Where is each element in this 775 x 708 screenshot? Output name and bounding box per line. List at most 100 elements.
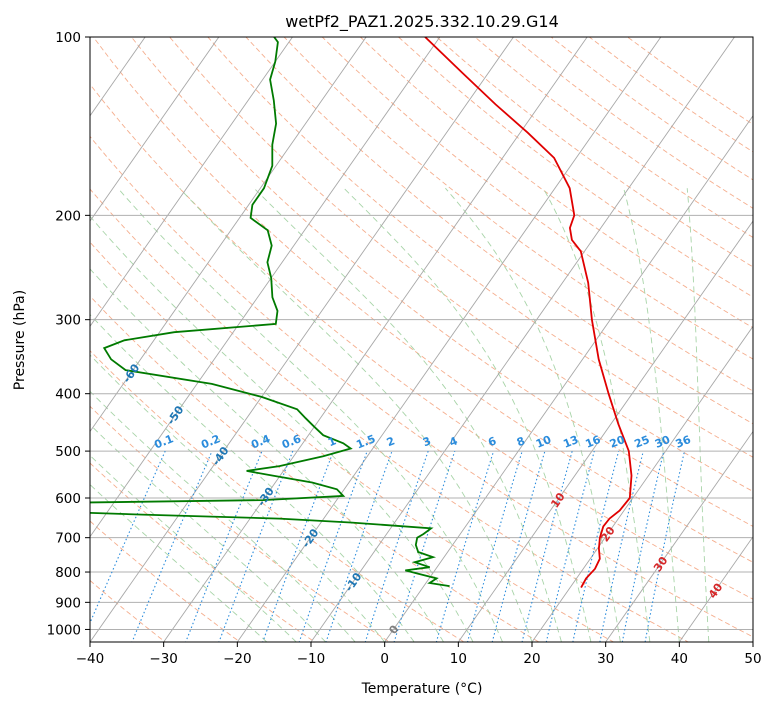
isotherm-label: 30: [651, 554, 671, 574]
dry-adiabat: [207, 37, 753, 458]
y-tick-label: 1000: [47, 622, 81, 638]
dry-adiabat: [283, 37, 753, 392]
y-tick-label: 300: [55, 313, 81, 329]
x-tick-label: −10: [297, 651, 326, 667]
isotherm-label: -20: [299, 526, 321, 550]
temperature-line: [424, 37, 633, 589]
dry-adiabat: [90, 83, 753, 600]
mixing-ratio-line: [435, 450, 495, 642]
isotherm: [384, 115, 753, 642]
isotherm-label: -10: [342, 570, 364, 594]
dry-adiabat: [90, 579, 167, 642]
mixing-ratio-label: 30: [653, 433, 672, 451]
mixing-ratio-label: 6: [486, 434, 498, 449]
mixing-ratio-label: 3: [421, 434, 433, 449]
mixing-ratio-line: [466, 450, 523, 642]
dry-adiabat: [589, 37, 753, 153]
y-axis: 100 200 300 400 500 600 700 800 900 1000: [47, 30, 90, 638]
mixing-ratio-label: 20: [608, 433, 627, 451]
background-lines: [90, 37, 753, 642]
dry-adiabat: [398, 37, 753, 298]
moist-adiabat: [90, 390, 356, 642]
moist-adiabat: [90, 354, 386, 642]
mixing-ratio-line: [298, 450, 368, 642]
dry-adiabat: [90, 241, 615, 642]
mixing-ratio-label: 13: [561, 433, 580, 451]
dry-adiabat: [90, 295, 540, 642]
x-tick-label: 20: [523, 651, 540, 667]
mixing-ratio-line: [262, 450, 334, 642]
mixing-ratio-line: [521, 450, 573, 642]
mixing-ratio-label: 0.4: [249, 432, 272, 451]
dry-adiabat: [90, 135, 753, 638]
x-tick-label: 10: [450, 651, 467, 667]
dry-adiabat: [90, 520, 241, 642]
isotherm: [90, 37, 515, 642]
moist-adiabat: [90, 483, 268, 642]
mixing-ratio-label: 8: [515, 434, 527, 449]
dry-adiabat: [90, 188, 690, 642]
mixing-ratio-label: 2: [385, 434, 397, 449]
dry-adiabat: [321, 37, 753, 360]
moist-adiabat: [90, 313, 415, 642]
dry-adiabat: [90, 462, 316, 642]
isotherm: [163, 37, 588, 642]
dry-adiabat: [360, 37, 753, 329]
y-tick-label: 800: [55, 565, 81, 581]
mixing-ratio-label: 1: [326, 434, 338, 449]
mixing-ratio-line: [621, 450, 665, 642]
dewpoint-line: [90, 37, 450, 587]
mixing-ratio-line: [572, 450, 620, 642]
moist-adiabat: [343, 187, 592, 642]
moist-adiabat: [90, 215, 474, 642]
mixing-ratio-line: [131, 450, 213, 642]
isotherm: [605, 430, 753, 642]
mixing-ratio-label: 25: [632, 433, 651, 451]
mixing-ratio-label: 0.6: [280, 432, 303, 451]
mixing-ratio-line: [491, 450, 546, 642]
line-labels: 0.1 0.2 0.4 0.6 1 1.5 2 3 4 6 8 10 13 16 20 25 30 36-60-5…: [120, 361, 725, 636]
isotherm: [90, 37, 367, 433]
mixing-ratio-label: 1.5: [354, 432, 377, 451]
y-tick-label: 400: [55, 387, 81, 403]
mixing-ratio-label: 4: [448, 434, 460, 449]
x-axis-label: Temperature (°C): [361, 681, 483, 697]
isotherm: [678, 535, 753, 642]
moist-adiabat: [90, 268, 444, 642]
mixing-ratio-line: [545, 450, 595, 642]
y-tick-label: 200: [55, 208, 81, 224]
isotherm: [310, 37, 736, 642]
mixing-ratio-label: 16: [583, 433, 602, 451]
mixing-ratio-line: [644, 450, 686, 642]
isotherm: [236, 37, 662, 642]
moist-adiabat: [179, 187, 533, 642]
x-tick-label: −30: [149, 651, 178, 667]
isotherm-label: 40: [706, 581, 726, 601]
isotherm-label: 0: [386, 623, 401, 637]
y-axis-label: Pressure (hPa): [12, 290, 28, 390]
y-tick-label: 100: [55, 30, 81, 46]
y-tick-label: 500: [55, 444, 81, 460]
plot-frame: [89, 36, 754, 643]
mixing-ratio-label: 10: [534, 433, 553, 451]
moist-adiabat: [686, 188, 710, 642]
moist-adiabat: [445, 187, 621, 642]
y-tick-label: 700: [55, 531, 81, 547]
x-tick-label: −40: [76, 651, 105, 667]
isotherm: [90, 37, 220, 222]
moist-adiabat: [90, 454, 297, 642]
dry-adiabat: [245, 37, 753, 425]
profile-lines: [90, 37, 633, 589]
mixing-ratio-line: [364, 450, 429, 642]
x-tick-label: 30: [597, 651, 614, 667]
x-axis: −40 −30 −20 −10 0 10 20 30 40 50: [76, 642, 762, 667]
isotherm-label: -30: [255, 485, 277, 509]
isotherm: [457, 220, 753, 642]
mixing-ratio-label: 36: [674, 433, 693, 451]
x-tick-label: 0: [380, 651, 389, 667]
mixing-ratio-line: [90, 450, 166, 625]
moist-adiabat: [542, 187, 651, 642]
x-tick-label: 50: [744, 651, 761, 667]
chart-title: wetPf2_PAZ1.2025.332.10.29.G14: [285, 12, 559, 32]
